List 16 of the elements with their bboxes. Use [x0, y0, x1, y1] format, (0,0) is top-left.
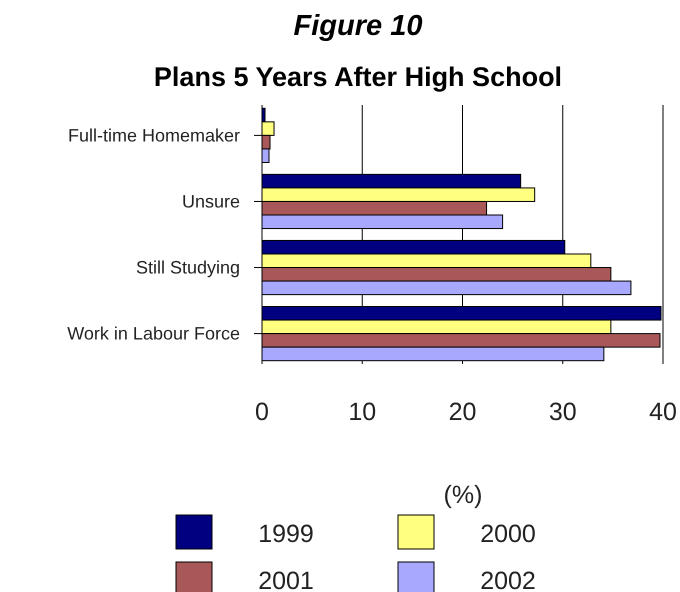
x-tick-label: 30 — [548, 398, 577, 426]
legend-label: 2002 — [480, 567, 536, 592]
x-tick-label: 0 — [255, 398, 269, 426]
x-tick-label: 10 — [348, 398, 376, 426]
legend-label: 2000 — [480, 520, 536, 548]
x-tick-label: 20 — [448, 398, 476, 426]
chart-title: Figure 10 — [294, 10, 422, 42]
x-tick-label: 40 — [649, 398, 677, 426]
y-tick-label: Unsure — [182, 191, 240, 212]
y-tick-label: Full-time Homemaker — [68, 125, 240, 146]
y-tick-label: Work in Labour Force — [67, 324, 240, 344]
x-axis-title: (%) — [444, 481, 482, 509]
chart-subtitle: Plans 5 Years After High School — [154, 62, 562, 92]
y-tick-label: Still Studying — [136, 258, 240, 278]
legend-label: 2001 — [258, 567, 314, 592]
legend-label: 1999 — [258, 520, 314, 548]
